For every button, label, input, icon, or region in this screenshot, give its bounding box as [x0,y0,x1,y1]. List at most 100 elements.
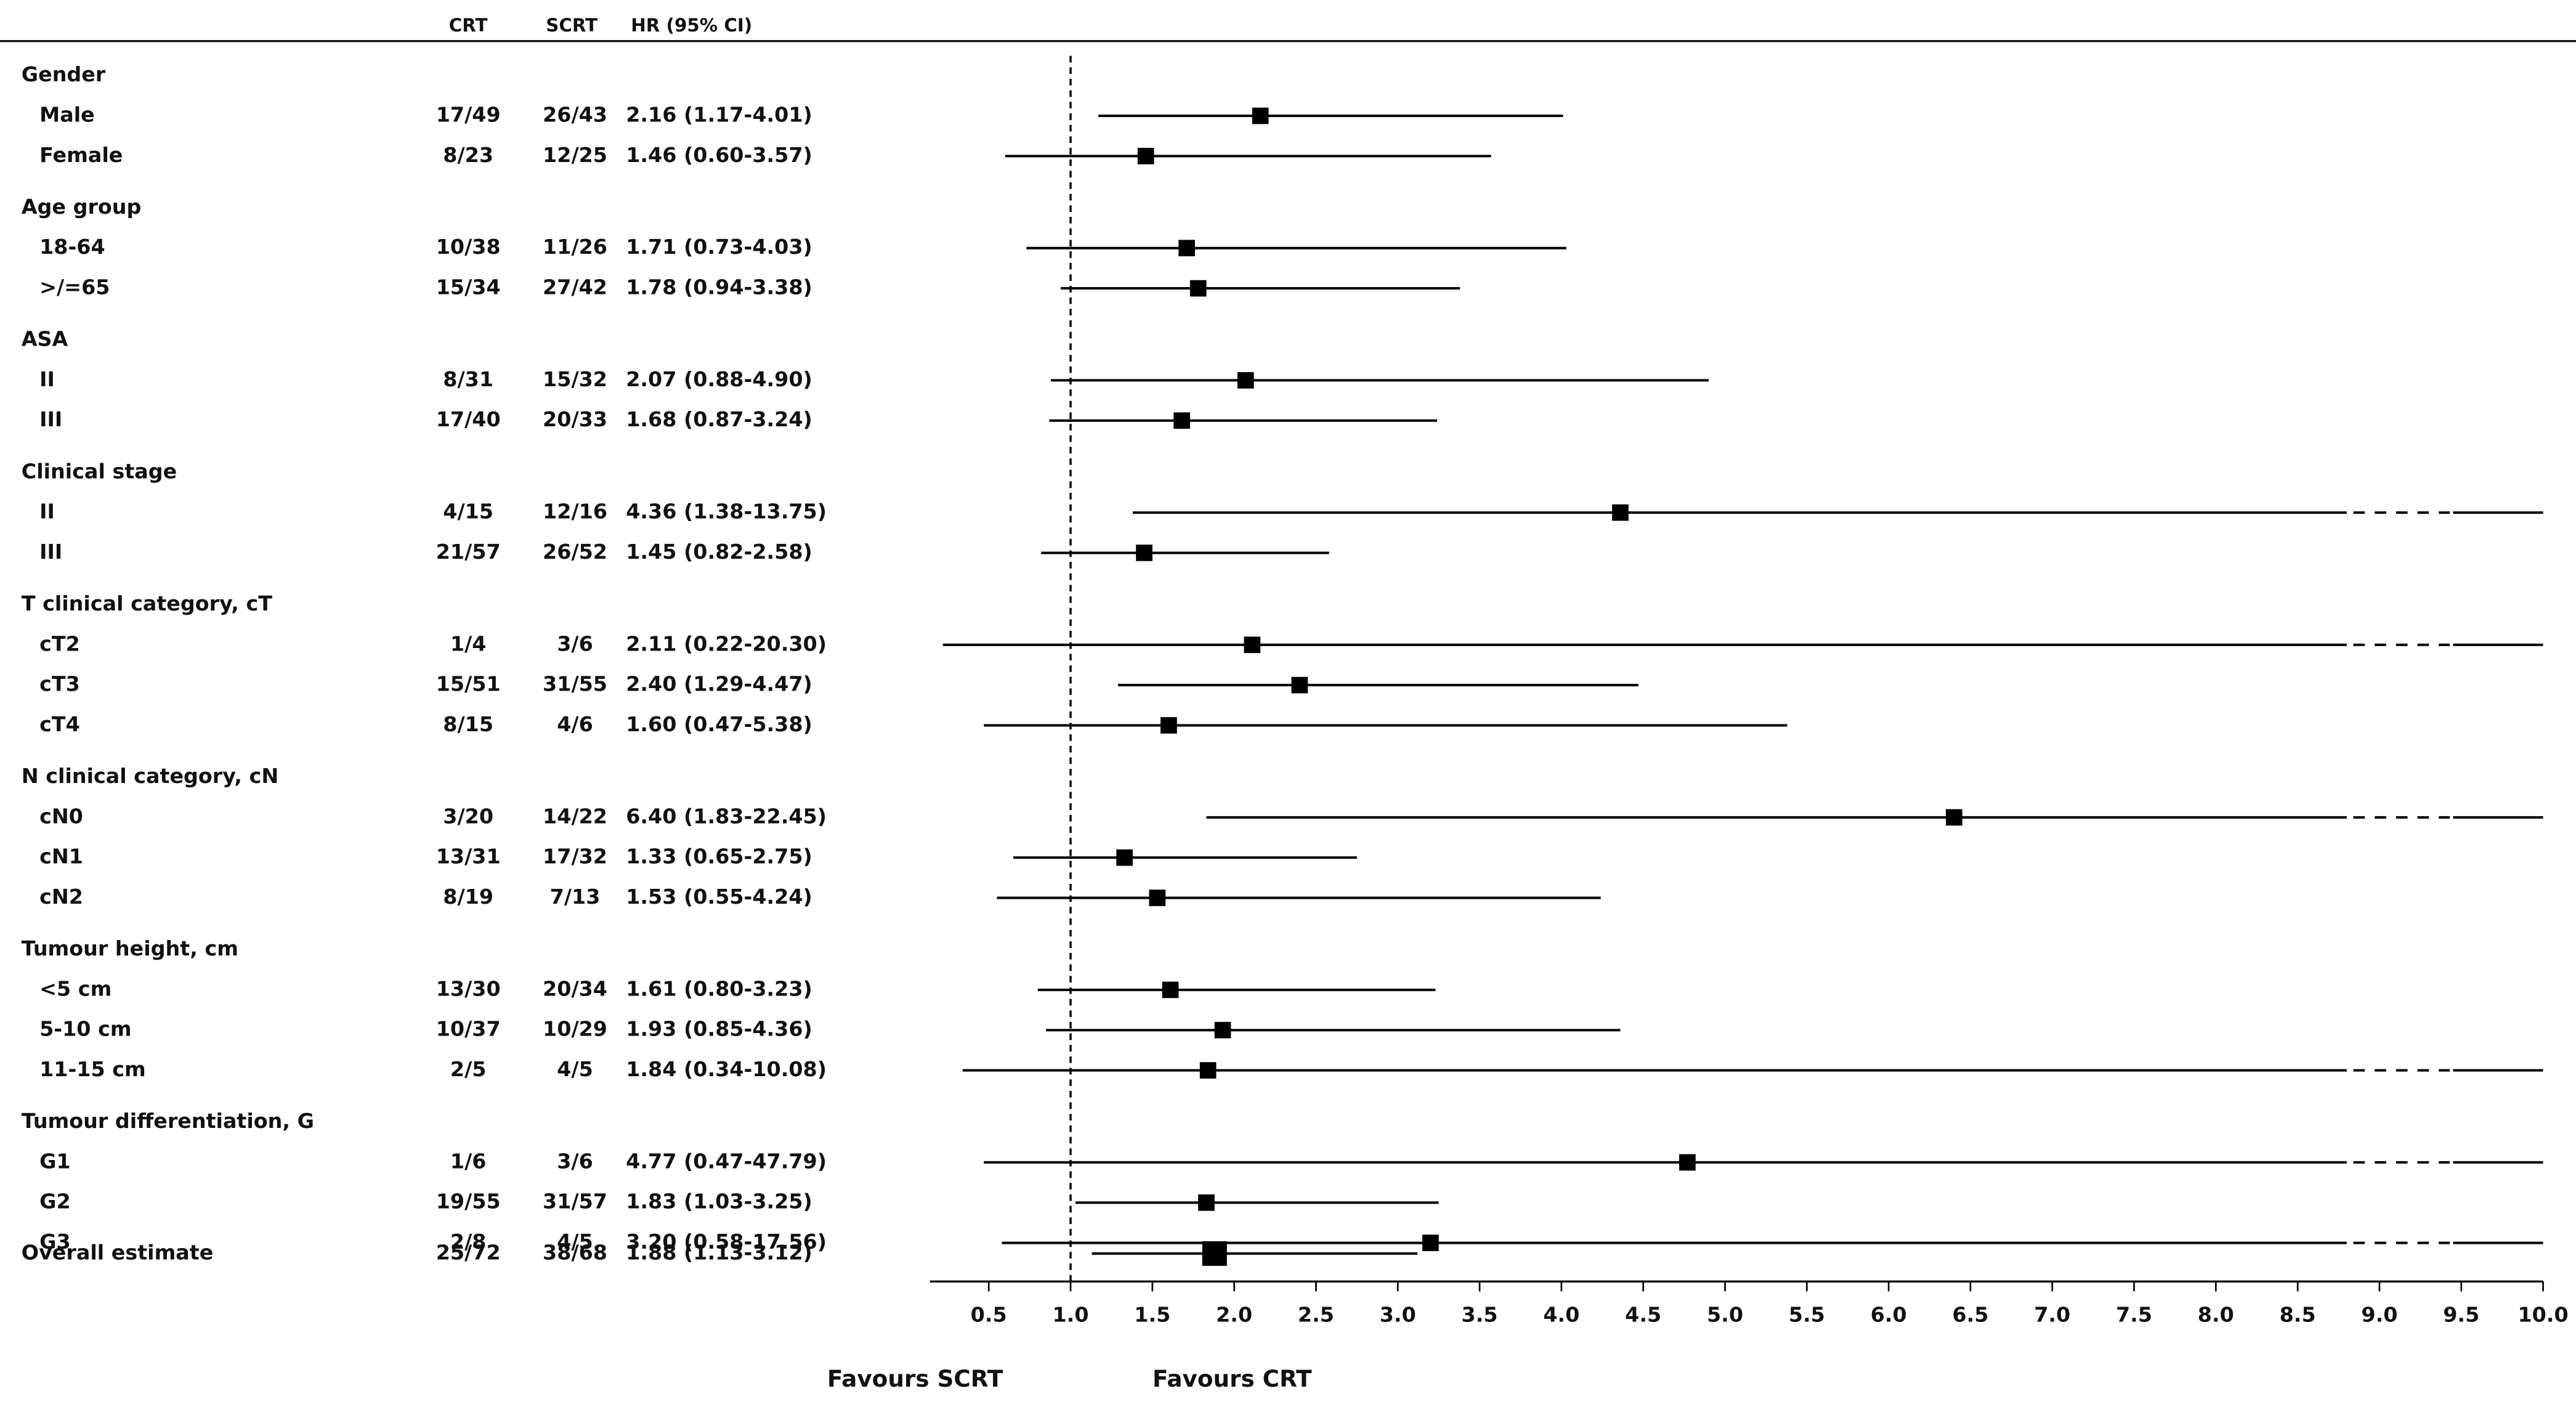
hr-label: 1.53 (0.55-4.24) [626,885,812,909]
scrt-count: 26/43 [543,103,607,127]
x-tick-label: 5.5 [1789,1303,1825,1327]
hr-marker [1136,545,1152,561]
row-label: cN0 [39,804,83,828]
crt-count: 1/4 [450,631,487,655]
hr-marker [1198,1194,1215,1211]
hr-label: 1.78 (0.94-3.38) [626,275,812,299]
scrt-count: 12/16 [543,500,607,524]
x-tick-label: 5.0 [1707,1303,1743,1327]
row-label: >/=65 [39,275,110,299]
x-tick-label: 10.0 [2517,1303,2568,1327]
hr-label: 2.16 (1.17-4.01) [626,103,812,127]
hr-marker [1137,148,1154,164]
scrt-count: 31/55 [543,672,607,696]
hr-marker [1189,280,1207,297]
group-label: Age group [22,195,142,219]
hr-marker [1946,809,1962,826]
row-label: Female [39,143,123,167]
x-tick-label: 0.5 [971,1303,1007,1327]
x-tick-label: 1.5 [1134,1303,1170,1327]
hr-label: 2.07 (0.88-4.90) [626,367,812,391]
group-label: Tumour height, cm [22,936,238,960]
hr-marker [1173,412,1190,429]
x-tick-label: 2.0 [1216,1303,1252,1327]
x-tick-label: 3.5 [1462,1303,1498,1327]
hr-label: 1.88 (1.13-3.12) [626,1240,812,1264]
hr-label: 1.68 (0.87-3.24) [626,407,812,431]
x-tick-label: 4.0 [1543,1303,1579,1327]
hr-label: 1.45 (0.82-2.58) [626,540,812,564]
hr-label: 1.71 (0.73-4.03) [626,235,812,259]
x-tick-label: 1.0 [1053,1303,1089,1327]
row-label: II [39,367,55,391]
crt-count: 10/38 [436,235,501,259]
group-label: T clinical category, cT [22,591,272,615]
column-header: SCRT [546,15,597,36]
crt-count: 2/8 [450,1230,487,1254]
scrt-count: 38/68 [543,1240,607,1264]
crt-count: 15/51 [436,672,501,696]
column-header: HR (95% CI) [631,15,752,36]
hr-label: 4.36 (1.38-13.75) [626,500,827,524]
x-tick-label: 3.0 [1380,1303,1416,1327]
hr-marker [1679,1154,1696,1171]
favours-right: Favours CRT [1152,1365,1312,1392]
scrt-count: 26/52 [543,540,607,564]
x-tick-label: 8.5 [2280,1303,2316,1327]
row-label: cN1 [39,845,83,869]
hr-marker [1237,372,1254,389]
scrt-count: 12/25 [543,143,607,167]
hr-label: 2.40 (1.29-4.47) [626,672,812,696]
group-label: Tumour differentiation, G [22,1109,314,1133]
row-label: cN2 [39,885,83,909]
hr-marker [1149,890,1166,906]
scrt-count: 17/32 [543,845,607,869]
x-tick-label: 9.0 [2361,1303,2397,1327]
hr-label: 1.83 (1.03-3.25) [626,1190,812,1214]
crt-count: 15/34 [436,275,501,299]
crt-count: 17/40 [436,407,501,431]
row-label: II [39,500,55,524]
crt-count: 4/15 [443,500,493,524]
row-label: 18-64 [39,235,105,259]
row-label: III [39,540,62,564]
crt-count: 2/5 [450,1057,487,1081]
scrt-count: 27/42 [543,275,607,299]
x-tick-label: 6.5 [1952,1303,1988,1327]
scrt-count: 3/6 [557,631,593,655]
crt-count: 3/20 [443,804,493,828]
scrt-count: 20/33 [543,407,607,431]
hr-marker [1244,636,1261,654]
hr-marker [1160,717,1177,734]
crt-count: 25/72 [436,1240,501,1264]
scrt-count: 7/13 [550,885,601,909]
crt-count: 8/19 [443,885,493,909]
x-tick-label: 4.5 [1625,1303,1661,1327]
row-label: G2 [39,1190,71,1214]
hr-label: 1.46 (0.60-3.57) [626,143,812,167]
hr-label: 4.77 (0.47-47.79) [626,1149,827,1173]
x-tick-label: 8.0 [2198,1303,2234,1327]
crt-count: 8/31 [443,367,493,391]
x-tick-label: 7.5 [2116,1303,2152,1327]
crt-count: 17/49 [436,103,501,127]
hr-label: 1.60 (0.47-5.38) [626,712,812,736]
scrt-count: 3/6 [557,1149,593,1173]
crt-count: 8/15 [443,712,493,736]
group-label: ASA [22,327,68,351]
x-tick-label: 9.5 [2443,1303,2479,1327]
hr-marker [1199,1062,1217,1079]
x-tick-label: 6.0 [1871,1303,1907,1327]
scrt-count: 10/29 [543,1017,607,1041]
group-label: Gender [22,62,106,86]
scrt-count: 15/32 [543,367,607,391]
row-label: <5 cm [39,976,111,1000]
crt-count: 21/57 [436,540,501,564]
scrt-count: 31/57 [543,1190,607,1214]
scrt-count: 14/22 [543,804,607,828]
crt-count: 8/23 [443,143,493,167]
hr-label: 6.40 (1.83-22.45) [626,804,827,828]
group-label: Clinical stage [22,459,177,483]
hr-marker [1178,240,1195,257]
scrt-count: 11/26 [543,235,607,259]
